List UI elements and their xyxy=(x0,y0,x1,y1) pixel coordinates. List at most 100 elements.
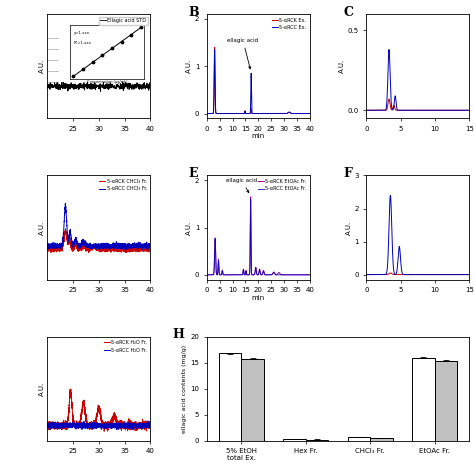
5-αRCC Ex. xyxy=(307,111,313,117)
Text: H: H xyxy=(173,328,185,341)
Legend: Ellagic acid STD: Ellagic acid STD xyxy=(99,17,148,25)
Bar xyxy=(241,359,264,441)
5-αRCK EtOAc Fr. xyxy=(253,264,259,270)
5-αRCK H₂O Fr. xyxy=(92,420,98,426)
Line: 5-αRCK EtOAc Fr.: 5-αRCK EtOAc Fr. xyxy=(207,197,310,275)
5-αRCC Ex. xyxy=(279,111,284,117)
5-αRCK CHCl₃ Fr. xyxy=(126,245,131,250)
Y-axis label: A.U.: A.U. xyxy=(38,382,45,396)
5-αRCK Ex. xyxy=(248,107,254,112)
5-αRCC H₂O Fr. xyxy=(145,423,150,429)
5-αRCC Ex. xyxy=(248,74,254,80)
X-axis label: min: min xyxy=(252,133,265,139)
5-αRCC H₂O Fr. xyxy=(95,424,100,430)
5-αRCK EtOAc Fr. xyxy=(307,272,313,278)
5-αRCK Ex. xyxy=(247,110,253,116)
5-αRCK H₂O Fr. xyxy=(95,412,100,418)
5-αRCC Ex. xyxy=(299,111,304,117)
5-αRCK Ex. xyxy=(212,45,218,50)
5-αRCK CHCl₃ Fr. xyxy=(92,244,98,250)
5-αRCC H₂O Fr. xyxy=(50,422,55,428)
Y-axis label: A.U.: A.U. xyxy=(38,59,45,73)
Line: 5-αRCC CHCl₃ Fr.: 5-αRCC CHCl₃ Fr. xyxy=(47,203,150,250)
Text: C: C xyxy=(344,6,354,19)
Y-axis label: ellagic acid contents (mg/g): ellagic acid contents (mg/g) xyxy=(182,345,187,433)
5-αRCC CHCl₃ Fr. xyxy=(145,245,150,251)
5-αRCC EtOAc Fr. xyxy=(304,272,310,278)
5-αRCK CHCl₃ Fr. xyxy=(147,250,153,256)
5-αRCK EtOAc Fr. xyxy=(248,225,254,231)
5-αRCC Ex. xyxy=(228,111,234,117)
Y-axis label: A.U.: A.U. xyxy=(339,59,345,73)
Line: 5-αRCK H₂O Fr.: 5-αRCK H₂O Fr. xyxy=(47,389,150,431)
5-αRCC CHCl₃ Fr. xyxy=(147,242,153,248)
Y-axis label: A.U.: A.U. xyxy=(346,220,351,235)
Bar xyxy=(306,439,328,441)
5-αRCC Ex. xyxy=(212,47,218,53)
5-αRCK EtOAc Fr. xyxy=(247,246,253,252)
Bar xyxy=(219,354,241,441)
5-αRCC EtOAc Fr. xyxy=(248,227,254,232)
5-αRCC CHCl₃ Fr. xyxy=(145,247,151,253)
5-αRCC CHCl₃ Fr. xyxy=(50,244,55,250)
Bar xyxy=(412,357,435,441)
5-αRCK Ex. xyxy=(304,111,310,117)
5-αRCC H₂O Fr. xyxy=(92,423,98,428)
Bar xyxy=(283,439,306,441)
Bar xyxy=(435,361,457,441)
5-αRCK H₂O Fr. xyxy=(45,419,50,425)
5-αRCC H₂O Fr. xyxy=(146,419,151,424)
Y-axis label: A.U.: A.U. xyxy=(38,220,45,235)
5-αRCK H₂O Fr. xyxy=(50,422,55,428)
5-αRCC CHCl₃ Fr. xyxy=(63,201,68,206)
5-αRCC H₂O Fr. xyxy=(129,427,135,433)
5-αRCK EtOAc Fr. xyxy=(204,272,210,278)
Legend: 5-αRCK EtOAc Fr., 5-αRCC EtOAc Fr.: 5-αRCK EtOAc Fr., 5-αRCC EtOAc Fr. xyxy=(257,178,307,192)
5-αRCK Ex. xyxy=(204,111,210,117)
5-αRCK CHCl₃ Fr. xyxy=(50,248,55,254)
5-αRCK CHCl₃ Fr. xyxy=(45,246,50,251)
5-αRCK EtOAc Fr. xyxy=(299,272,304,278)
Bar xyxy=(370,438,393,441)
5-αRCC EtOAc Fr. xyxy=(299,272,304,278)
Y-axis label: A.U.: A.U. xyxy=(186,220,192,235)
5-αRCC EtOAc Fr. xyxy=(253,265,259,271)
5-αRCK CHCl₃ Fr. xyxy=(95,246,100,251)
5-αRCC EtOAc Fr. xyxy=(279,272,284,278)
Y-axis label: A.U.: A.U. xyxy=(186,59,192,73)
5-αRCC Ex. xyxy=(204,111,210,117)
5-αRCK CHCl₃ Fr. xyxy=(145,244,150,250)
5-αRCK H₂O Fr. xyxy=(101,428,107,434)
X-axis label: min: min xyxy=(252,294,265,301)
5-αRCC EtOAc Fr. xyxy=(307,272,313,278)
Text: E: E xyxy=(188,167,198,180)
Legend: 5-αRCK CHCl₃ Fr., 5-αRCC CHCl₃ Fr.: 5-αRCK CHCl₃ Fr., 5-αRCC CHCl₃ Fr. xyxy=(98,178,148,192)
Line: 5-αRCK Ex.: 5-αRCK Ex. xyxy=(207,47,310,114)
5-αRCK Ex. xyxy=(307,111,313,117)
5-αRCK Ex. xyxy=(299,111,304,117)
5-αRCK CHCl₃ Fr. xyxy=(63,226,68,232)
5-αRCK EtOAc Fr. xyxy=(279,272,284,278)
5-αRCK Ex. xyxy=(253,111,259,117)
5-αRCC Ex. xyxy=(253,111,259,117)
5-αRCC CHCl₃ Fr. xyxy=(126,245,131,251)
5-αRCK EtOAc Fr. xyxy=(248,194,254,200)
5-αRCC Ex. xyxy=(304,111,310,117)
5-αRCC CHCl₃ Fr. xyxy=(95,241,100,247)
Line: 5-αRCK CHCl₃ Fr.: 5-αRCK CHCl₃ Fr. xyxy=(47,229,150,253)
5-αRCK H₂O Fr. xyxy=(126,422,131,428)
Line: 5-αRCC EtOAc Fr.: 5-αRCC EtOAc Fr. xyxy=(207,199,310,275)
5-αRCC CHCl₃ Fr. xyxy=(145,245,150,251)
5-αRCC Ex. xyxy=(247,110,253,116)
Text: ellagic acid: ellagic acid xyxy=(228,37,258,69)
5-αRCC H₂O Fr. xyxy=(126,420,131,426)
5-αRCC CHCl₃ Fr. xyxy=(92,242,98,247)
5-αRCK CHCl₃ Fr. xyxy=(145,246,150,252)
Text: ellagic acid: ellagic acid xyxy=(226,178,257,192)
5-αRCK H₂O Fr. xyxy=(147,423,153,429)
5-αRCC EtOAc Fr. xyxy=(248,196,254,202)
Legend: 5-αRCK H₂O Fr., 5-αRCC H₂O Fr.: 5-αRCK H₂O Fr., 5-αRCC H₂O Fr. xyxy=(103,339,148,354)
Text: F: F xyxy=(344,167,353,180)
5-αRCC EtOAc Fr. xyxy=(302,272,308,278)
5-αRCK EtOAc Fr. xyxy=(304,272,310,278)
